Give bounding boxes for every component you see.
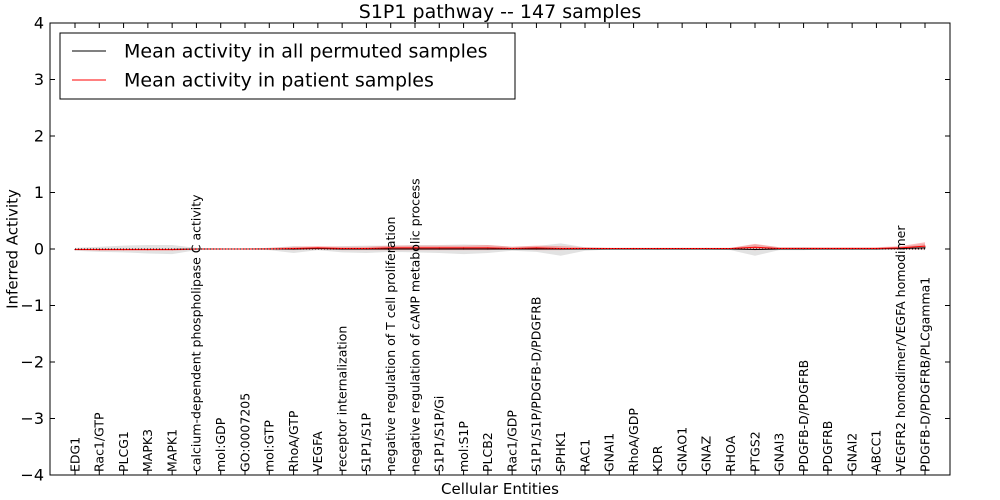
category-label: PDGFB-D/PDGFRB <box>796 360 811 472</box>
category-label: KDR <box>650 445 665 472</box>
category-label: mol:S1P <box>456 421 471 472</box>
category-label: mol:GDP <box>213 417 228 472</box>
patient-samples-point <box>195 248 198 250</box>
patient-samples-point <box>802 247 805 250</box>
category-label: GO:0007205 <box>237 393 252 472</box>
category-label: receptor internalization <box>334 326 349 472</box>
patient-samples-point <box>438 247 440 249</box>
patient-samples-point <box>244 248 246 250</box>
y-axis-label: Inferred Activity <box>3 189 21 309</box>
category-label: RAC1 <box>577 439 592 472</box>
category-label: S1P1/S1P/PDGFB-D/PDGFRB <box>529 297 544 473</box>
category-label: ABCC1 <box>869 430 884 472</box>
y-tick-label: −1 <box>20 296 44 315</box>
category-label: VEGFR2 homodimer/VEGFA homodimer <box>893 225 908 472</box>
patient-samples-point <box>511 247 513 250</box>
category-label: SPHK1 <box>553 431 568 472</box>
patient-samples-point <box>535 247 538 249</box>
category-label: GNAI3 <box>772 433 787 472</box>
patient-samples-point <box>924 245 926 247</box>
category-label: RHOA <box>723 435 738 472</box>
legend-entry-label: Mean activity in patient samples <box>124 70 434 92</box>
y-tick-label: 1 <box>34 183 44 202</box>
y-tick-label: −3 <box>20 409 44 428</box>
category-label: PDGFRB <box>820 421 835 472</box>
patient-samples-point <box>730 247 732 250</box>
permuted-samples-point <box>462 248 465 250</box>
patient-samples-point <box>268 248 270 250</box>
category-label: GNAI1 <box>602 433 617 472</box>
category-label: mol:GTP <box>262 420 277 472</box>
category-label: EDG1 <box>67 437 82 472</box>
category-label: GNAI2 <box>844 433 859 472</box>
category-label: GNAZ <box>699 436 714 472</box>
legend-box <box>59 32 516 100</box>
y-tick-label: −4 <box>20 466 44 485</box>
patient-samples-point <box>778 247 780 250</box>
y-tick-label: −2 <box>20 353 44 372</box>
x-axis-label: Cellular Entities <box>441 480 559 498</box>
patient-samples-point <box>705 247 708 250</box>
patient-samples-point <box>390 247 392 249</box>
permuted-samples-band <box>75 243 925 256</box>
category-label: PLCG1 <box>116 431 131 472</box>
permuted-samples-point <box>754 248 756 251</box>
patient-samples-point <box>414 247 416 249</box>
axis-ticks: 4 3 2 1 0 −1 −2 −3 −4 <box>20 14 950 485</box>
category-label: MAPK1 <box>164 429 179 472</box>
category-label: GNAO1 <box>674 427 689 472</box>
y-tick-label: 0 <box>34 240 44 259</box>
category-label: PDGFB-D/PDGFRB/PLCgamma1 <box>917 277 932 472</box>
category-label: PLCB2 <box>480 432 495 472</box>
patient-samples-point <box>754 246 756 248</box>
patient-samples-point <box>220 248 222 250</box>
permuted-samples-point <box>487 248 489 250</box>
legend-entry-label: Mean activity in all permuted samples <box>124 41 487 63</box>
category-label: Rac1/GDP <box>504 410 519 472</box>
chart-title: S1P1 pathway -- 147 samples <box>359 1 641 23</box>
category-label: S1P1/S1P/Gi <box>432 396 447 472</box>
category-label: negative regulation of cAMP metabolic pr… <box>407 178 422 472</box>
category-label: negative regulation of T cell proliferat… <box>383 217 398 472</box>
patient-samples-point <box>317 247 319 249</box>
y-tick-label: 4 <box>34 14 44 33</box>
y-tick-label: 2 <box>34 127 44 146</box>
category-label: Rac1/GTP <box>92 412 107 472</box>
category-label: RhoA/GTP <box>286 410 301 472</box>
permuted-samples-point <box>535 248 538 250</box>
category-label: RhoA/GDP <box>626 408 641 472</box>
category-label: VEGFA <box>310 431 325 472</box>
patient-samples-point <box>462 247 465 249</box>
patient-samples-point <box>292 247 295 250</box>
permuted-samples-point <box>924 247 926 249</box>
category-label: S1P1/S1P <box>359 413 374 472</box>
category-labels: EDG1 Rac1/GTP PLCG1 MAPK3 MAPK1 calcium-depen… <box>67 178 932 472</box>
y-tick-label: 3 <box>34 70 44 89</box>
patient-samples-point <box>487 247 489 249</box>
legend: Mean activity in all permuted samples Mea… <box>59 32 516 100</box>
patient-samples-point <box>900 247 902 249</box>
category-label: PTGS2 <box>747 431 762 472</box>
category-label: MAPK3 <box>140 429 155 472</box>
category-label: calcium-dependent phospholipase C activi… <box>189 194 204 472</box>
